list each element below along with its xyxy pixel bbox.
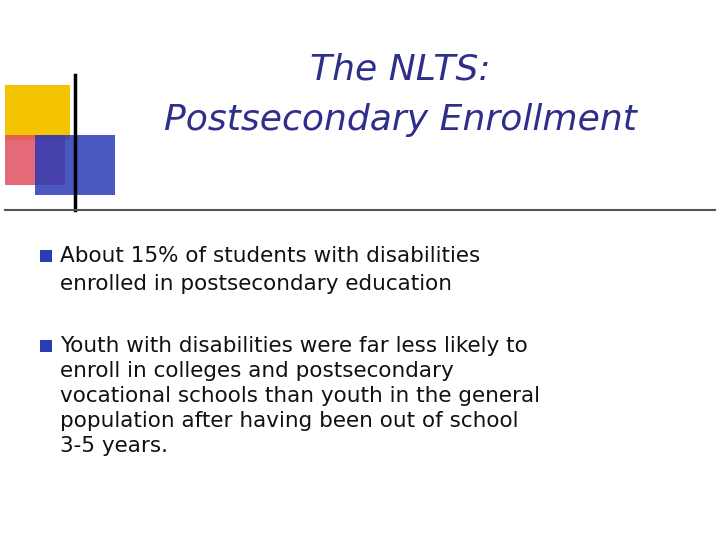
Text: Youth with disabilities were far less likely to: Youth with disabilities were far less li… <box>60 336 528 356</box>
Text: vocational schools than youth in the general: vocational schools than youth in the gen… <box>60 386 540 406</box>
Text: The NLTS:: The NLTS: <box>310 53 490 87</box>
Text: population after having been out of school: population after having been out of scho… <box>60 411 518 431</box>
Bar <box>40 250 52 262</box>
Text: 3-5 years.: 3-5 years. <box>60 436 168 456</box>
Bar <box>5 135 65 185</box>
Text: Postsecondary Enrollment: Postsecondary Enrollment <box>163 103 636 137</box>
Text: enroll in colleges and postsecondary: enroll in colleges and postsecondary <box>60 361 454 381</box>
Bar <box>5 85 70 140</box>
Bar <box>40 340 52 352</box>
Bar <box>35 135 115 195</box>
Text: enrolled in postsecondary education: enrolled in postsecondary education <box>60 274 452 294</box>
Text: About 15% of students with disabilities: About 15% of students with disabilities <box>60 246 480 266</box>
